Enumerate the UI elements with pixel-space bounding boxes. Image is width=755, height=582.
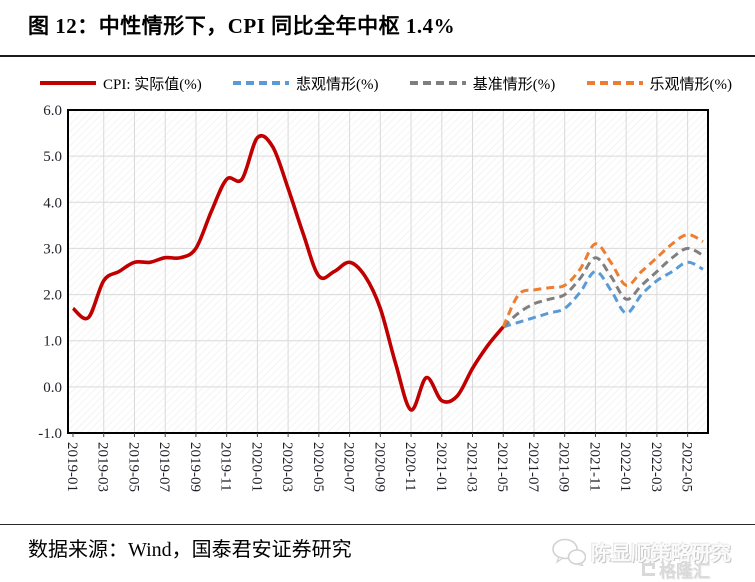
- x-tick-label: 2021-01: [433, 442, 449, 492]
- legend-item: CPI: 实际值(%): [40, 73, 202, 94]
- x-tick-label: 2019-07: [156, 442, 172, 492]
- x-tick-label: 2022-05: [679, 442, 695, 492]
- x-tick-label: 2020-01: [248, 442, 264, 492]
- y-tick-label: 5.0: [43, 149, 62, 165]
- watermark-text: 陈显顺策略研究: [591, 543, 731, 565]
- legend-swatch-dashed-line: [233, 81, 289, 85]
- x-tick-label: 2020-11: [402, 442, 418, 491]
- y-tick-label: 1.0: [43, 334, 62, 350]
- legend-item: 乐观情形(%): [586, 73, 733, 94]
- gelonghui-g-icon: [642, 563, 655, 576]
- x-tick-label: 2021-09: [556, 442, 572, 492]
- footer-divider: [0, 524, 755, 525]
- x-tick-label: 2020-07: [341, 442, 357, 492]
- x-tick-label: 2019-11: [218, 442, 234, 491]
- gelonghui-logo: 格隆汇: [642, 557, 710, 582]
- plot-border: [67, 109, 709, 434]
- legend-item: 悲观情形(%): [233, 73, 379, 94]
- legend-label: 乐观情形(%): [649, 76, 733, 93]
- gelonghui-text: 格隆汇: [659, 562, 710, 581]
- series-line-actual: [71, 133, 505, 412]
- series-line-forecast: [502, 246, 704, 329]
- y-tick-label: 3.0: [43, 241, 62, 257]
- legend-swatch-dashed-line: [409, 81, 466, 85]
- x-tick-label: 2019-09: [187, 442, 203, 492]
- wechat-icon: [552, 538, 586, 566]
- y-tick-label: -1.0: [38, 426, 62, 442]
- legend-item: 基准情形(%): [409, 73, 556, 94]
- watermark: 陈显顺策略研究: [552, 537, 731, 566]
- legend-swatch-dashed-line: [586, 81, 643, 85]
- x-tick-label: 2021-07: [525, 442, 541, 492]
- cpi-chart: 2019-01 2019-03 2019-05 2019-07 2019-09 2019-…: [38, 103, 709, 492]
- plot-area: 2019-01 2019-03 2019-05 2019-07 2019-09 2019-…: [38, 103, 709, 492]
- x-tick-label: 2021-11: [586, 442, 602, 491]
- title-divider: [0, 55, 755, 57]
- legend-label: 悲观情形(%): [296, 76, 379, 93]
- x-tick-label: 2019-05: [125, 442, 141, 492]
- x-tick-label: 2020-09: [371, 442, 387, 492]
- x-tick-label: 2022-03: [648, 442, 664, 492]
- y-tick-label: 2.0: [43, 288, 62, 304]
- x-tick-label: 2021-03: [464, 442, 480, 492]
- y-tick-label: 4.0: [43, 195, 62, 211]
- chart-legend: CPI: 实际值(%) 悲观情形(%) 基准情形(%) 乐观情形(%): [40, 72, 732, 94]
- plot-background: [68, 110, 708, 433]
- y-tick-label: 0.0: [43, 380, 62, 396]
- series-line-forecast: [502, 260, 704, 329]
- x-tick-label: 2019-03: [95, 442, 111, 492]
- x-tick-label: 2019-01: [64, 442, 80, 492]
- x-tick-label: 2022-01: [617, 442, 633, 492]
- x-tick-label: 2020-03: [279, 442, 295, 492]
- x-tick-label: 2021-05: [494, 442, 510, 492]
- y-tick-label: 6.0: [43, 103, 62, 119]
- legend-label: 基准情形(%): [472, 76, 556, 93]
- legend-label: CPI: 实际值(%): [103, 76, 202, 93]
- figure-title: 图 12：中性情形下，CPI 同比全年中枢 1.4%: [28, 14, 456, 38]
- legend-swatch-solid-line: [40, 81, 96, 85]
- series-line-forecast: [501, 233, 704, 328]
- data-source: 数据来源：Wind，国泰君安证券研究: [28, 539, 352, 561]
- x-tick-label: 2020-05: [310, 442, 326, 492]
